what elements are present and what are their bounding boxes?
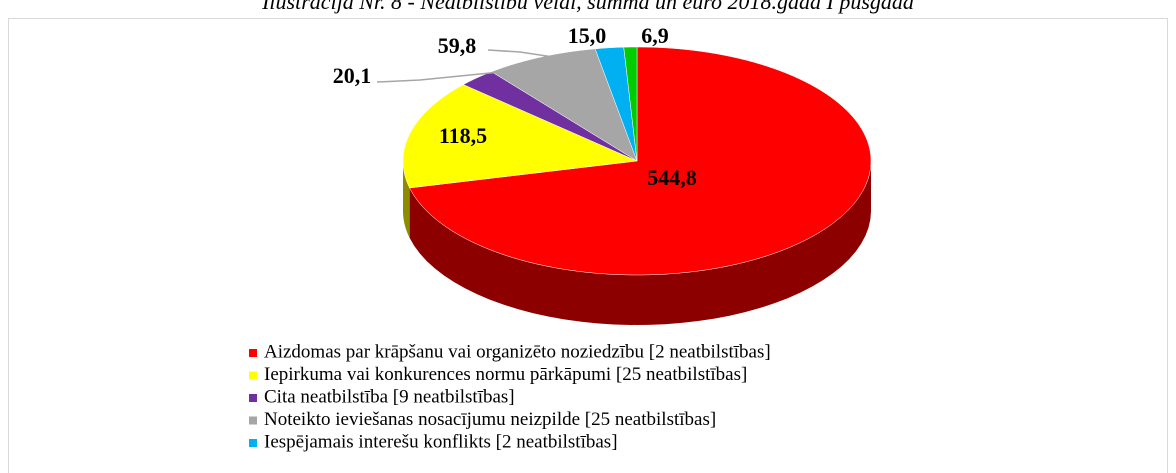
chart-frame bbox=[8, 18, 1168, 473]
legend-label: Iespējamais interešu konflikts [2 neatbi… bbox=[264, 431, 618, 452]
pie-slice bbox=[623, 46, 638, 162]
pie-side bbox=[403, 161, 410, 238]
pie-side bbox=[409, 161, 871, 325]
data-label: 15,0 bbox=[568, 23, 607, 48]
legend-swatch bbox=[249, 416, 257, 425]
data-label: 20,1 bbox=[333, 63, 372, 88]
leader-line bbox=[376, 71, 501, 83]
legend-label: Aizdomas par krāpšanu vai organizēto noz… bbox=[264, 341, 771, 362]
pie-slice bbox=[409, 46, 872, 276]
legend-label: Iepirkuma vai konkurences normu pārkāpum… bbox=[264, 364, 747, 385]
legend-swatch bbox=[249, 439, 257, 447]
pie-slice bbox=[402, 84, 638, 189]
data-label: 6,9 bbox=[641, 23, 669, 48]
legend-label: Cita neatbilstība [9 neatbilstības] bbox=[264, 386, 515, 407]
pie-slice bbox=[490, 48, 638, 162]
legend-swatch bbox=[249, 394, 257, 402]
pie-slice bbox=[462, 71, 638, 162]
legend-swatch bbox=[249, 371, 257, 380]
chart-title: Ilustrācija Nr. 8 - Neatbilstību veidi, … bbox=[261, 0, 914, 14]
legend-label: Noteikto ieviešanas nosacījumu neizpilde… bbox=[264, 409, 716, 430]
legend-swatch bbox=[249, 349, 257, 357]
data-label: 544,8 bbox=[647, 165, 697, 190]
data-label: 118,5 bbox=[439, 123, 487, 148]
data-label: 59,8 bbox=[438, 33, 477, 58]
leader-line bbox=[487, 49, 561, 59]
